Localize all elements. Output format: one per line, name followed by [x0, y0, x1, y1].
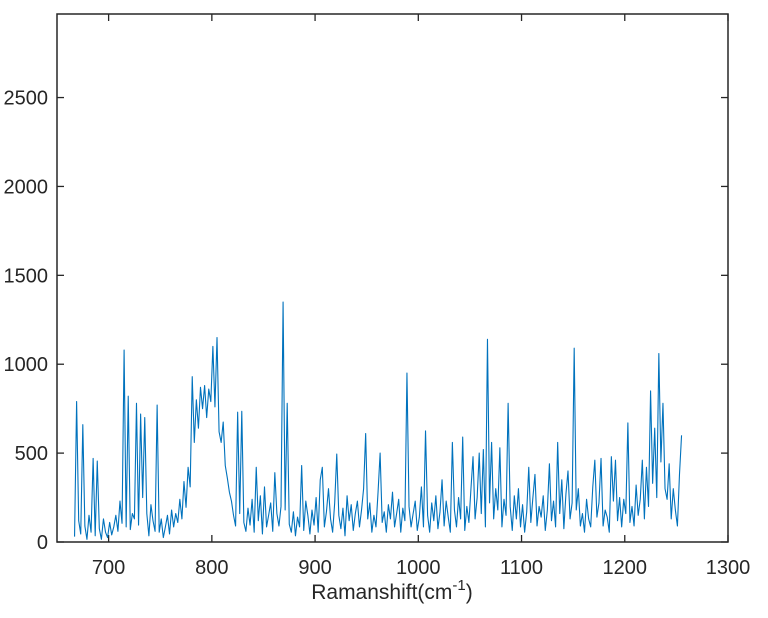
x-tick-label: 1300: [706, 557, 751, 579]
y-tick-label: 0: [37, 532, 48, 554]
x-axis-label: Ramanshift(cm-1): [311, 577, 473, 604]
y-tick-label: 1500: [4, 265, 49, 287]
spectrum-line: [74, 301, 683, 540]
x-tick-label: 800: [195, 557, 228, 579]
x-tick-label: 1100: [500, 557, 543, 579]
x-tick-label: 1200: [603, 557, 648, 579]
x-axis-label-base: Ramanshift(cm: [311, 581, 452, 604]
y-tick-label: 500: [15, 443, 48, 465]
series-group: [74, 301, 683, 540]
axis-ticks: [57, 14, 729, 543]
x-tick-label: 700: [92, 557, 125, 579]
plot-area: [56, 13, 729, 543]
y-tick-label: 2500: [4, 88, 49, 110]
y-tick-label: 1000: [4, 354, 49, 376]
x-tick-label: 1000: [396, 557, 441, 579]
axis-tick-labels: 700 800 900 1000 1100 1200 1300 0 500 1000 1500 200…: [4, 88, 751, 579]
x-tick-label: 900: [298, 557, 331, 579]
y-tick-label: 2000: [4, 176, 49, 198]
x-axis-label-superscript: -1: [452, 577, 465, 594]
x-axis-label-close: ): [466, 581, 473, 604]
